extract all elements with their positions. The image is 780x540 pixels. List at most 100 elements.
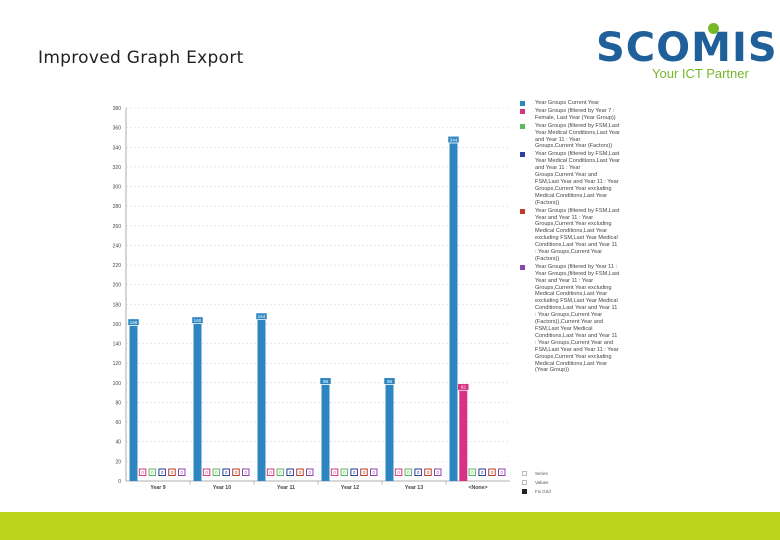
y-tick-label: 340 xyxy=(113,145,122,151)
legend-label: Year Groups (filtered by FSM,Last Year a… xyxy=(535,207,620,262)
zero-label-box xyxy=(306,468,314,476)
data-label-box xyxy=(447,136,460,144)
data-label: 0 xyxy=(161,470,164,475)
x-tick-label: Year 13 xyxy=(405,485,423,491)
zero-label-box xyxy=(498,468,506,476)
y-tick-label: 100 xyxy=(113,381,122,387)
legend-entry[interactable]: Year Groups (filtered by FSM,Last Year a… xyxy=(520,208,620,263)
legend-entry[interactable]: Year Groups (filtered by FSM,Last Year M… xyxy=(520,123,620,151)
logo-dot-icon xyxy=(708,23,719,34)
data-label: 0 xyxy=(289,470,292,475)
x-tick-label: Year 12 xyxy=(341,485,359,491)
data-label: 344 xyxy=(450,137,458,142)
data-label: 0 xyxy=(235,470,238,475)
legend-label: Year Groups (filtered by Year 11 : Year … xyxy=(535,263,620,374)
y-tick-label: 180 xyxy=(113,302,122,308)
zero-label-box xyxy=(330,468,339,476)
x-tick-label: <None> xyxy=(468,485,487,491)
zero-label-box xyxy=(414,468,422,476)
zero-label-box xyxy=(478,468,486,476)
data-label: 0 xyxy=(171,470,174,475)
zero-label-box xyxy=(148,468,157,476)
legend-swatch xyxy=(520,101,525,106)
bar xyxy=(321,384,330,481)
data-label: 0 xyxy=(363,470,366,475)
y-tick-label: 120 xyxy=(113,361,122,367)
bar xyxy=(257,320,266,481)
y-tick-label: 20 xyxy=(115,459,121,465)
y-tick-label: 80 xyxy=(115,400,121,406)
data-label: 0 xyxy=(471,470,474,475)
checkbox-icon[interactable] xyxy=(522,480,527,485)
zero-label-box xyxy=(434,468,442,476)
legend-swatch xyxy=(520,152,525,158)
zero-label-box xyxy=(296,468,304,476)
bar xyxy=(385,384,394,481)
bar xyxy=(459,390,468,481)
legend-option[interactable]: Values xyxy=(520,478,551,487)
data-label-box xyxy=(127,318,140,326)
legend-entry[interactable]: Year Groups (filtered by FSM,Last Year M… xyxy=(520,151,620,206)
data-label: 0 xyxy=(181,470,184,475)
legend-entry[interactable]: Year Groups (filtered by Year 11 : Year … xyxy=(520,264,620,375)
data-label: 0 xyxy=(245,470,248,475)
data-label: 0 xyxy=(309,470,312,475)
checkbox-icon[interactable] xyxy=(522,489,527,494)
y-tick-label: 140 xyxy=(113,342,122,348)
logo-wordmark: SCOMIS xyxy=(596,25,778,71)
slide-title: Improved Graph Export xyxy=(38,48,244,68)
y-tick-label: 260 xyxy=(113,224,122,230)
data-label-box xyxy=(191,316,204,324)
x-tick-label: Year 10 xyxy=(213,485,231,491)
zero-label-box xyxy=(404,468,413,476)
data-label: 164 xyxy=(258,314,266,319)
y-tick-label: 0 xyxy=(118,479,121,485)
y-tick-label: 380 xyxy=(113,106,122,112)
bar xyxy=(193,323,202,481)
y-tick-label: 240 xyxy=(113,243,122,249)
zero-label-box xyxy=(488,468,496,476)
legend-entry[interactable]: Year Groups Current Year xyxy=(520,100,620,107)
footer-bar xyxy=(0,512,780,540)
zero-label-box xyxy=(138,468,147,476)
scomis-logo: SCOMIS Your ICT Partner xyxy=(596,23,777,84)
y-tick-label: 40 xyxy=(115,440,121,446)
y-tick-label: 280 xyxy=(113,204,122,210)
legend-entry[interactable]: Year Groups (filtered by Year 7 : Female… xyxy=(520,108,620,122)
bar xyxy=(129,325,138,481)
y-tick-label: 360 xyxy=(113,126,122,132)
data-label: 0 xyxy=(333,470,336,475)
chart-legend: Year Groups Current Year Year Groups (fil… xyxy=(520,100,620,375)
data-label: 92 xyxy=(461,385,467,390)
legend-swatch xyxy=(520,108,525,114)
legend-option[interactable]: Series xyxy=(520,469,551,478)
x-tick-label: Year 9 xyxy=(150,485,165,491)
data-label: 0 xyxy=(279,470,282,475)
legend-option[interactable]: Fix Grid xyxy=(520,487,551,496)
data-label: 158 xyxy=(130,320,138,325)
legend-label: Year Groups Current Year xyxy=(535,100,600,106)
data-label-box xyxy=(383,377,396,385)
zero-label-box xyxy=(276,468,285,476)
x-tick-label: Year 11 xyxy=(277,485,295,491)
legend-swatch xyxy=(520,123,525,129)
legend-options: Series Values Fix Grid xyxy=(520,469,551,496)
zero-label-box xyxy=(202,468,211,476)
zero-label-box xyxy=(232,468,240,476)
zero-label-box xyxy=(266,468,275,476)
checkbox-icon[interactable] xyxy=(522,471,527,476)
logo-tagline: Your ICT Partner xyxy=(652,66,749,81)
data-label: 0 xyxy=(501,470,504,475)
zero-label-box xyxy=(286,468,294,476)
data-label: 0 xyxy=(269,470,272,475)
zero-label-box xyxy=(468,468,477,476)
zero-label-box xyxy=(370,468,378,476)
data-label: 98 xyxy=(387,379,393,384)
legend-label: Year Groups (filtered by FSM,Last Year M… xyxy=(535,122,620,150)
bar xyxy=(449,143,458,481)
data-label: 0 xyxy=(353,470,356,475)
y-tick-label: 320 xyxy=(113,165,122,171)
legend-label: Year Groups (filtered by FSM,Last Year M… xyxy=(535,151,620,206)
y-tick-label: 160 xyxy=(113,322,122,328)
legend-label: Year Groups (filtered by Year 7 : Female… xyxy=(535,107,616,121)
